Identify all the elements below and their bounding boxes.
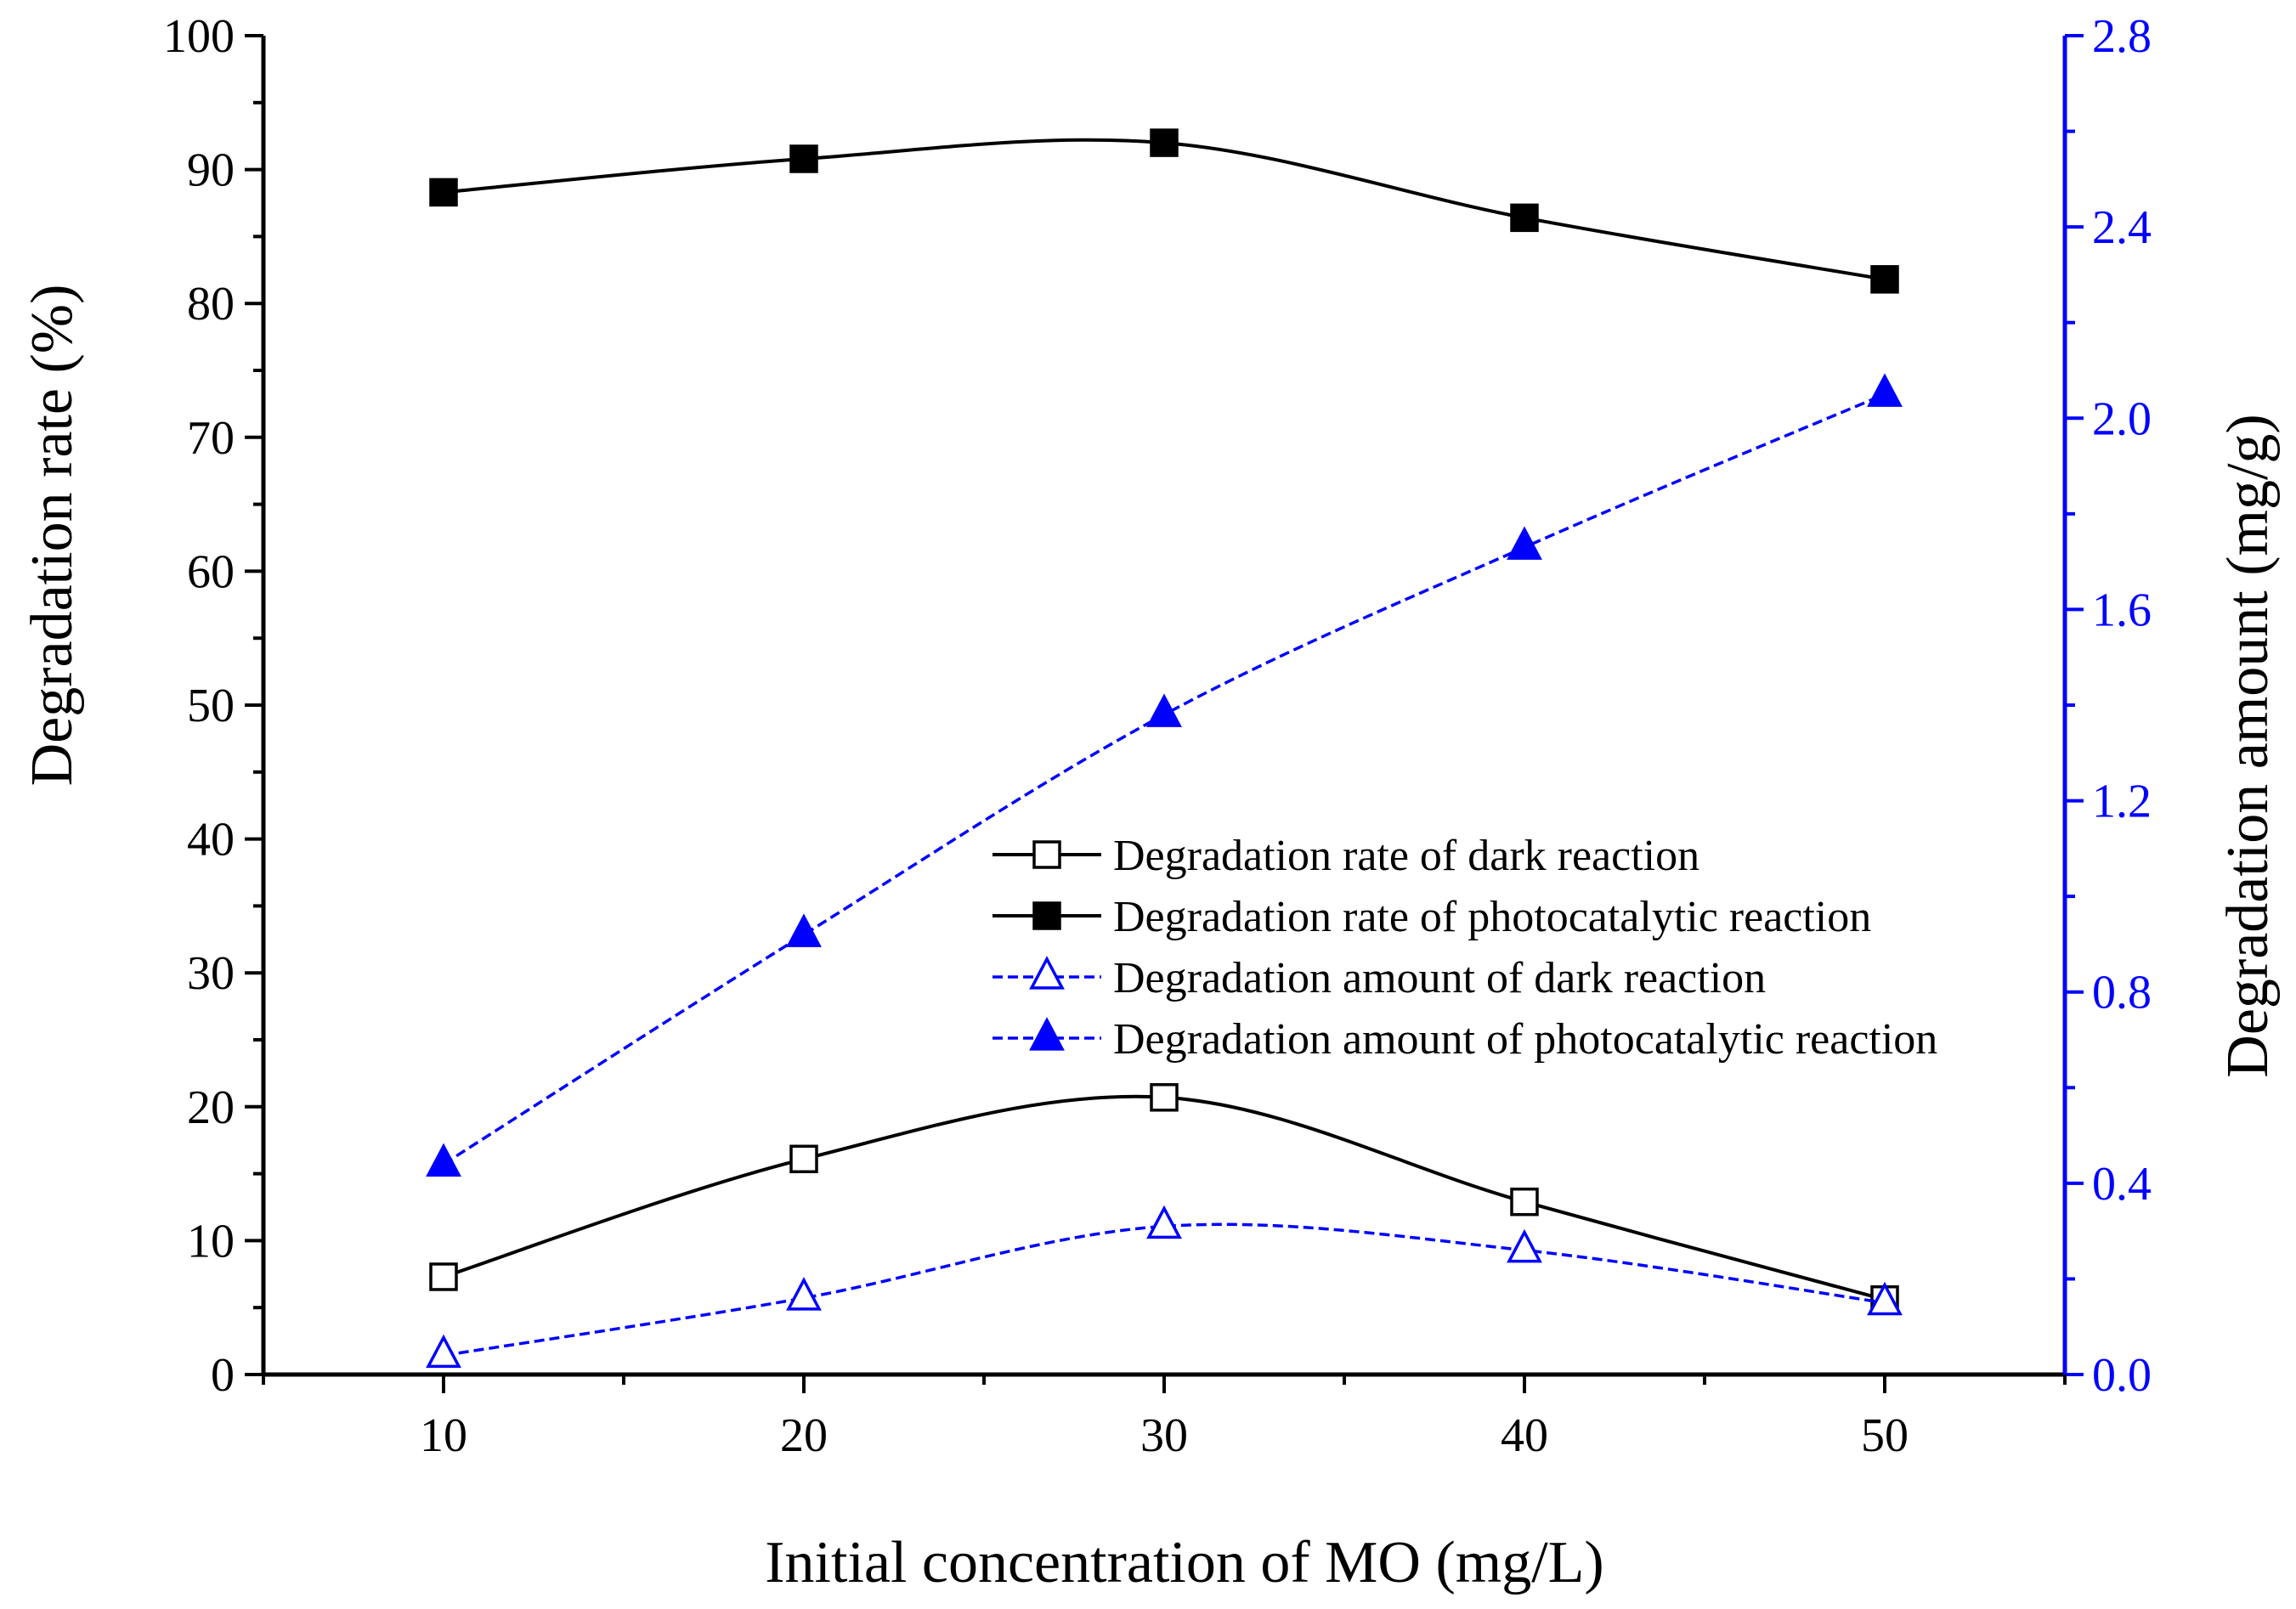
legend-label-2: Degradation rate of photocatalytic react… <box>1113 893 1871 941</box>
series-4-point <box>1146 693 1182 727</box>
y2-tick-label: 2.8 <box>2092 10 2152 63</box>
series-line-3 <box>443 1222 1886 1358</box>
series-1-point <box>789 1144 818 1174</box>
series-4-point <box>786 913 822 947</box>
series-3-point <box>426 1334 461 1369</box>
series-3-point <box>786 1277 822 1311</box>
y-tick-label: 0 <box>211 1349 235 1402</box>
series-3-point <box>1507 1228 1542 1263</box>
y-tick-label: 20 <box>187 1081 235 1134</box>
y2-tick-label: 1.6 <box>2092 584 2152 636</box>
legend-marker-1 <box>1032 840 1061 869</box>
y-axis-title: Degradation rate (%) <box>20 285 85 787</box>
legend-label-1: Degradation rate of dark reaction <box>1113 832 1699 880</box>
series-1-point <box>1150 1083 1179 1112</box>
x-tick-label: 50 <box>1861 1409 1909 1462</box>
y2-tick-label: 0.8 <box>2092 967 2152 1019</box>
x-tick-label: 10 <box>420 1409 467 1462</box>
y2-tick-label: 1.2 <box>2092 776 2152 828</box>
legend-marker-2 <box>1032 901 1061 930</box>
y-tick-label: 90 <box>187 144 235 197</box>
y-tick-label: 60 <box>187 545 235 598</box>
series-2-point <box>429 178 458 207</box>
series-3-point <box>1867 1281 1903 1316</box>
series-2-point <box>1150 128 1179 157</box>
series-4-point <box>426 1143 461 1177</box>
series-1-point <box>1510 1187 1539 1217</box>
y-tick-label: 80 <box>187 278 235 330</box>
series-2-point <box>1510 203 1539 233</box>
legend-marker-3 <box>1029 956 1065 990</box>
x-tick-label: 20 <box>780 1409 828 1462</box>
y2-tick-label: 2.0 <box>2092 392 2152 445</box>
y2-tick-label: 2.4 <box>2092 201 2152 254</box>
y2-tick-label: 0.4 <box>2092 1158 2152 1211</box>
series-4-point <box>1867 373 1903 407</box>
axes: 0 10 20 30 40 50 60 70 80 90 100 0.0 0.4 0.8 1.2 1.6 2.0… <box>163 10 2152 1462</box>
y-tick-label: 100 <box>163 10 235 63</box>
y2-tick-label: 0.0 <box>2092 1349 2152 1402</box>
y-tick-label: 30 <box>187 947 235 1000</box>
series-3-point <box>1146 1205 1182 1239</box>
y-tick-label: 70 <box>187 412 235 465</box>
legend: Degradation rate of dark reaction Degrada… <box>992 832 1937 1064</box>
y2-axis-title: Degradation amount (mg/g) <box>2215 414 2281 1077</box>
x-tick-label: 40 <box>1501 1409 1548 1462</box>
legend-marker-4 <box>1029 1017 1065 1051</box>
series-2-point <box>789 144 818 173</box>
series-4-point <box>1507 526 1542 560</box>
legend-label-3: Degradation amount of dark reaction <box>1113 954 1766 1002</box>
series-1-point <box>429 1262 458 1291</box>
y-tick-label: 50 <box>187 680 235 732</box>
plot-area <box>426 128 1903 1369</box>
series-2-point <box>1870 265 1899 294</box>
y-tick-label: 10 <box>187 1215 235 1267</box>
y-tick-label: 40 <box>187 814 235 867</box>
x-axis-title: Initial concentration of MO (mg/L) <box>765 1530 1604 1595</box>
x-tick-label: 30 <box>1140 1409 1188 1462</box>
legend-label-4: Degradation amount of photocatalytic rea… <box>1113 1015 1937 1064</box>
